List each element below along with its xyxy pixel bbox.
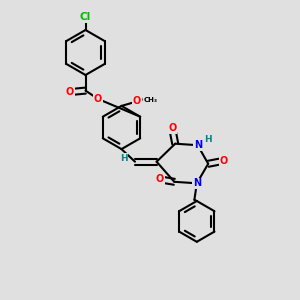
Text: O: O: [168, 123, 176, 133]
Text: O: O: [66, 87, 74, 97]
Text: CH₃: CH₃: [142, 98, 155, 103]
Text: CH₃: CH₃: [143, 98, 157, 103]
Text: O: O: [94, 94, 102, 104]
Text: H: H: [204, 135, 212, 144]
Text: N: N: [194, 140, 202, 150]
Text: O: O: [133, 96, 141, 106]
Text: Cl: Cl: [80, 12, 91, 22]
Text: O: O: [94, 94, 102, 104]
Text: H: H: [204, 135, 212, 144]
Text: O: O: [168, 123, 176, 133]
Text: O: O: [156, 174, 164, 184]
Text: O: O: [133, 96, 141, 106]
Text: N: N: [193, 178, 201, 188]
Text: Methoxy: Methoxy: [150, 99, 156, 101]
Text: N: N: [193, 178, 201, 188]
Text: N: N: [194, 140, 202, 150]
Text: Cl: Cl: [80, 12, 91, 22]
Text: O: O: [66, 87, 74, 97]
Text: O: O: [220, 156, 228, 166]
Text: O: O: [156, 174, 164, 184]
Text: H: H: [120, 154, 128, 163]
Text: O: O: [220, 156, 228, 166]
Text: H: H: [120, 154, 128, 163]
